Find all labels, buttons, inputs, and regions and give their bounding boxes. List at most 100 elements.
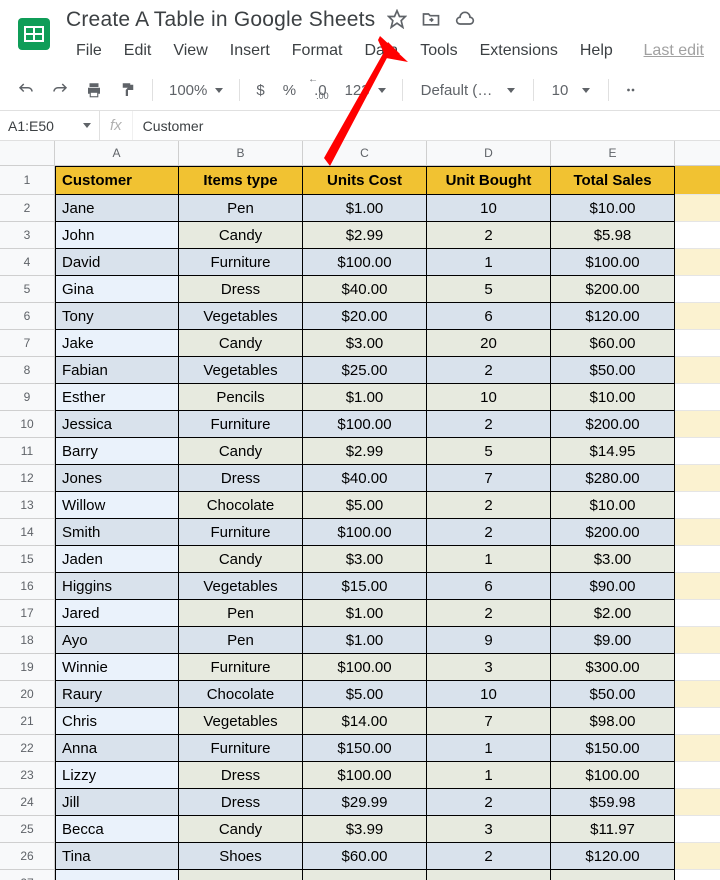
zoom-select[interactable]: 100% bbox=[163, 78, 229, 103]
cell[interactable]: Chocolate bbox=[179, 681, 303, 708]
row-header[interactable]: 21 bbox=[0, 708, 55, 735]
cell[interactable] bbox=[675, 573, 720, 600]
cell[interactable]: Furniture bbox=[179, 519, 303, 546]
cell[interactable]: 7 bbox=[427, 465, 551, 492]
row-header[interactable]: 22 bbox=[0, 735, 55, 762]
cell[interactable]: Candy bbox=[179, 222, 303, 249]
row-header[interactable]: 15 bbox=[0, 546, 55, 573]
cell[interactable]: 2 bbox=[427, 600, 551, 627]
menu-view[interactable]: View bbox=[163, 38, 217, 64]
cell[interactable]: $2.00 bbox=[551, 600, 675, 627]
cell[interactable]: Pen bbox=[179, 600, 303, 627]
column-header[interactable]: B bbox=[179, 141, 303, 165]
sheets-logo[interactable] bbox=[14, 8, 54, 60]
cell[interactable] bbox=[675, 843, 720, 870]
cell[interactable]: 3 bbox=[427, 654, 551, 681]
cell[interactable]: $3.00 bbox=[303, 330, 427, 357]
cell[interactable] bbox=[675, 600, 720, 627]
cell[interactable]: 10 bbox=[427, 384, 551, 411]
row-header[interactable]: 20 bbox=[0, 681, 55, 708]
row-header[interactable]: 3 bbox=[0, 222, 55, 249]
row-header[interactable]: 5 bbox=[0, 276, 55, 303]
row-header[interactable]: 1 bbox=[0, 166, 55, 195]
cell[interactable]: Shoes bbox=[179, 843, 303, 870]
cell[interactable]: Jessica bbox=[55, 411, 179, 438]
cell[interactable]: Ayo bbox=[55, 627, 179, 654]
cell[interactable]: Barry bbox=[55, 438, 179, 465]
move-to-folder-icon[interactable] bbox=[421, 9, 441, 32]
cell[interactable]: Furniture bbox=[179, 735, 303, 762]
cell[interactable]: $1.00 bbox=[303, 195, 427, 222]
row-header[interactable]: 12 bbox=[0, 465, 55, 492]
cell[interactable] bbox=[55, 870, 179, 880]
cell[interactable]: Raury bbox=[55, 681, 179, 708]
cell[interactable]: $3.00 bbox=[551, 546, 675, 573]
cell[interactable]: $60.00 bbox=[551, 330, 675, 357]
cell[interactable]: 3 bbox=[427, 816, 551, 843]
cell[interactable]: Jill bbox=[55, 789, 179, 816]
cell[interactable] bbox=[675, 222, 720, 249]
row-header[interactable]: 16 bbox=[0, 573, 55, 600]
cell[interactable]: $280.00 bbox=[551, 465, 675, 492]
cell[interactable]: $1.00 bbox=[303, 600, 427, 627]
cell[interactable]: $120.00 bbox=[551, 843, 675, 870]
row-header[interactable]: 11 bbox=[0, 438, 55, 465]
cell[interactable]: $100.00 bbox=[551, 762, 675, 789]
font-size-select[interactable]: 10 bbox=[544, 78, 599, 103]
column-header[interactable]: C bbox=[303, 141, 427, 165]
cell[interactable]: 6 bbox=[427, 303, 551, 330]
cell[interactable]: Unit Bought bbox=[427, 166, 551, 195]
cell[interactable]: $100.00 bbox=[303, 411, 427, 438]
cell[interactable]: $5.00 bbox=[303, 681, 427, 708]
cell[interactable]: $1.00 bbox=[303, 627, 427, 654]
increase-decimal-button[interactable]: ←.0.00 bbox=[308, 78, 333, 103]
cell[interactable]: Jane bbox=[55, 195, 179, 222]
cell[interactable]: David bbox=[55, 249, 179, 276]
cell[interactable]: $10.00 bbox=[551, 195, 675, 222]
formula-input[interactable]: Customer bbox=[133, 118, 214, 134]
percent-format-button[interactable]: % bbox=[277, 78, 302, 103]
cell[interactable]: Lizzy bbox=[55, 762, 179, 789]
cell[interactable]: $14.00 bbox=[303, 708, 427, 735]
cell[interactable] bbox=[675, 166, 720, 195]
cell[interactable]: $120.00 bbox=[551, 303, 675, 330]
cell[interactable]: Furniture bbox=[179, 249, 303, 276]
cell[interactable] bbox=[675, 438, 720, 465]
cell[interactable]: $150.00 bbox=[303, 735, 427, 762]
cell[interactable]: Becca bbox=[55, 816, 179, 843]
cell[interactable]: $100.00 bbox=[303, 519, 427, 546]
row-header[interactable]: 23 bbox=[0, 762, 55, 789]
cell[interactable]: Jake bbox=[55, 330, 179, 357]
cell[interactable]: 7 bbox=[427, 708, 551, 735]
cell[interactable]: Pen bbox=[179, 627, 303, 654]
cloud-status-icon[interactable] bbox=[455, 9, 475, 32]
cell[interactable]: 10 bbox=[427, 195, 551, 222]
cell[interactable]: $10.00 bbox=[551, 384, 675, 411]
cell[interactable]: 2 bbox=[427, 222, 551, 249]
row-header[interactable]: 10 bbox=[0, 411, 55, 438]
cell[interactable]: $50.00 bbox=[551, 357, 675, 384]
cell[interactable]: $100.00 bbox=[303, 249, 427, 276]
cell[interactable]: Chris bbox=[55, 708, 179, 735]
menu-extensions[interactable]: Extensions bbox=[470, 38, 568, 64]
cell[interactable]: $10.00 bbox=[551, 492, 675, 519]
cell[interactable] bbox=[675, 357, 720, 384]
cell[interactable]: $200.00 bbox=[551, 276, 675, 303]
cell[interactable]: $59.98 bbox=[551, 789, 675, 816]
column-header[interactable]: D bbox=[427, 141, 551, 165]
undo-button[interactable] bbox=[12, 76, 40, 104]
cell[interactable]: $5.00 bbox=[303, 492, 427, 519]
cell[interactable] bbox=[179, 870, 303, 880]
cell[interactable]: $300.00 bbox=[551, 654, 675, 681]
cell[interactable]: 5 bbox=[427, 276, 551, 303]
row-header[interactable]: 27 bbox=[0, 870, 55, 880]
cell[interactable]: $50.00 bbox=[551, 681, 675, 708]
cell[interactable]: $9.00 bbox=[551, 627, 675, 654]
cell[interactable] bbox=[675, 276, 720, 303]
cell[interactable]: Units Cost bbox=[303, 166, 427, 195]
cell[interactable]: Candy bbox=[179, 816, 303, 843]
row-header[interactable]: 13 bbox=[0, 492, 55, 519]
cell[interactable]: 1 bbox=[427, 762, 551, 789]
menu-edit[interactable]: Edit bbox=[114, 38, 162, 64]
cell[interactable] bbox=[675, 735, 720, 762]
